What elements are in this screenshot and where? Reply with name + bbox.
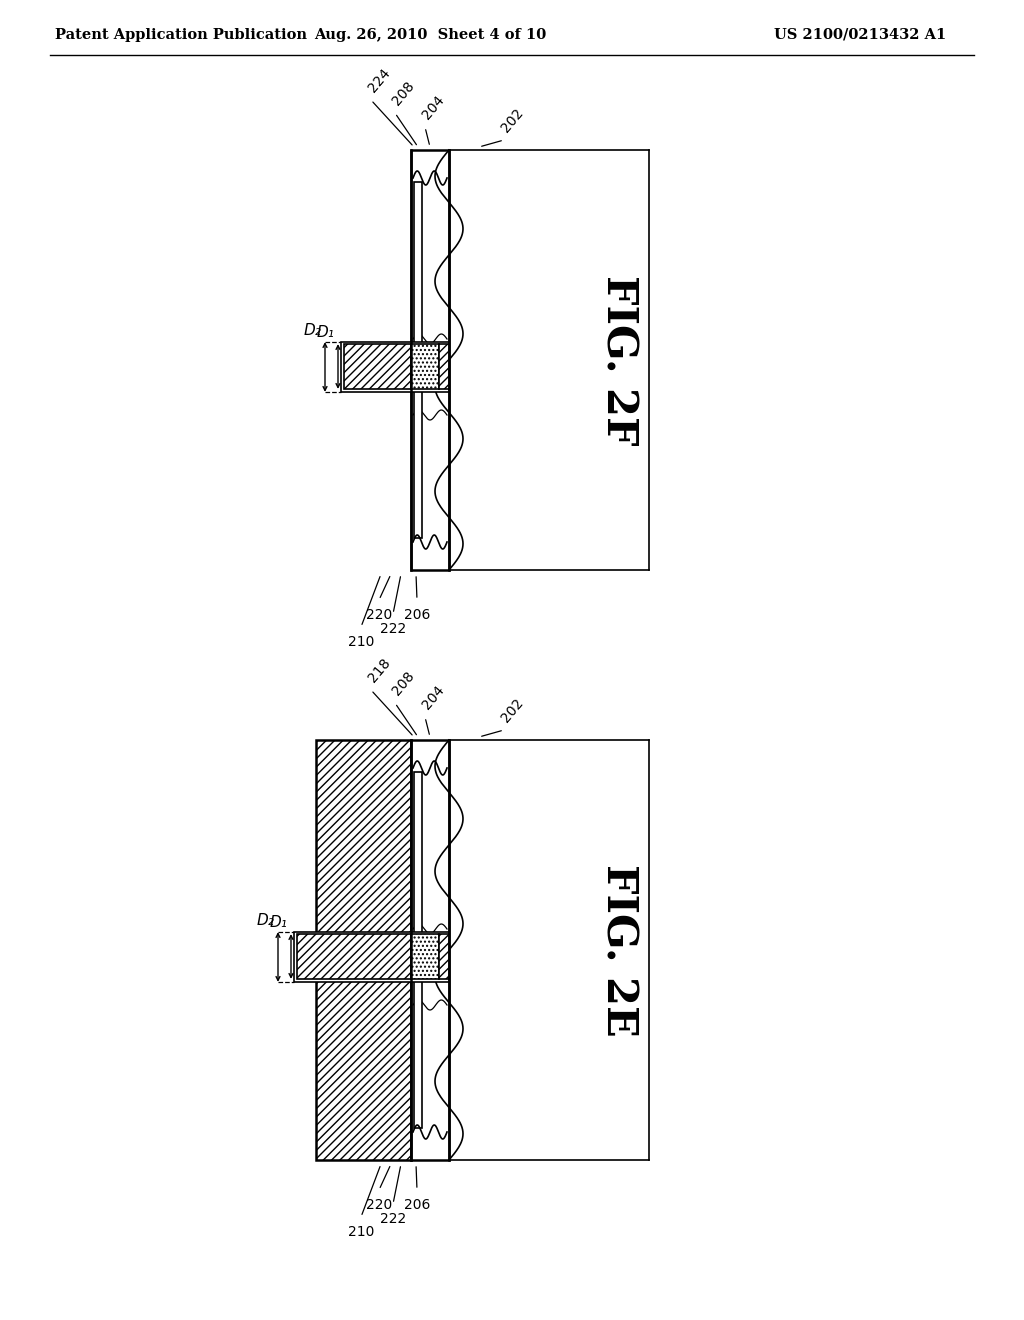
Bar bbox=[414, 772, 422, 1129]
Bar bbox=[439, 935, 449, 979]
Text: 202: 202 bbox=[499, 106, 526, 135]
Bar bbox=[344, 345, 411, 389]
Bar bbox=[414, 182, 422, 539]
Text: Patent Application Publication: Patent Application Publication bbox=[55, 28, 307, 42]
Bar bbox=[411, 150, 449, 570]
Bar bbox=[411, 345, 439, 389]
Text: 220: 220 bbox=[366, 609, 392, 622]
Text: 218: 218 bbox=[366, 656, 394, 685]
Bar bbox=[439, 345, 449, 389]
Text: 208: 208 bbox=[390, 669, 418, 698]
Text: FIG. 2E: FIG. 2E bbox=[598, 863, 640, 1036]
Bar bbox=[316, 741, 411, 1160]
Text: D₂: D₂ bbox=[303, 323, 321, 338]
Text: D₁: D₁ bbox=[269, 915, 287, 931]
Text: 206: 206 bbox=[403, 1199, 430, 1212]
Text: FIG. 2F: FIG. 2F bbox=[598, 275, 640, 445]
Text: 210: 210 bbox=[348, 635, 374, 649]
Text: Aug. 26, 2010  Sheet 4 of 10: Aug. 26, 2010 Sheet 4 of 10 bbox=[314, 28, 546, 42]
Text: 210: 210 bbox=[348, 1225, 374, 1239]
Bar bbox=[297, 935, 411, 979]
Bar bbox=[411, 741, 449, 1160]
Text: D₁: D₁ bbox=[316, 325, 334, 341]
Text: D₂: D₂ bbox=[256, 913, 274, 928]
Text: US 2100/0213432 A1: US 2100/0213432 A1 bbox=[774, 28, 946, 42]
Bar bbox=[341, 342, 449, 392]
Text: 206: 206 bbox=[403, 609, 430, 622]
Text: 202: 202 bbox=[499, 696, 526, 725]
Bar bbox=[411, 935, 439, 979]
Text: 208: 208 bbox=[390, 79, 418, 108]
Text: 222: 222 bbox=[380, 622, 407, 636]
Bar bbox=[294, 932, 449, 982]
Text: 204: 204 bbox=[420, 92, 447, 121]
Text: 220: 220 bbox=[366, 1199, 392, 1212]
Text: 222: 222 bbox=[380, 1212, 407, 1226]
Text: 224: 224 bbox=[366, 66, 393, 95]
Text: 204: 204 bbox=[420, 682, 447, 711]
